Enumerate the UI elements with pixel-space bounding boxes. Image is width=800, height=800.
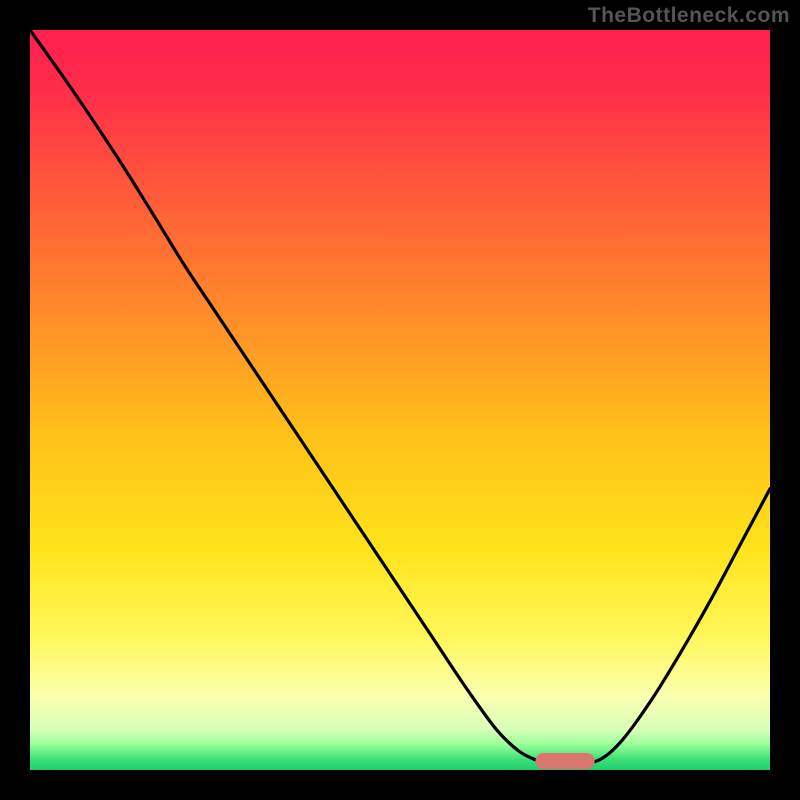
chart-stage: TheBottleneck.com [0, 0, 800, 800]
watermark-text: TheBottleneck.com [588, 4, 790, 28]
optimal-range-marker [535, 753, 594, 769]
bottleneck-chart [0, 0, 800, 800]
chart-gradient-background [30, 30, 770, 770]
